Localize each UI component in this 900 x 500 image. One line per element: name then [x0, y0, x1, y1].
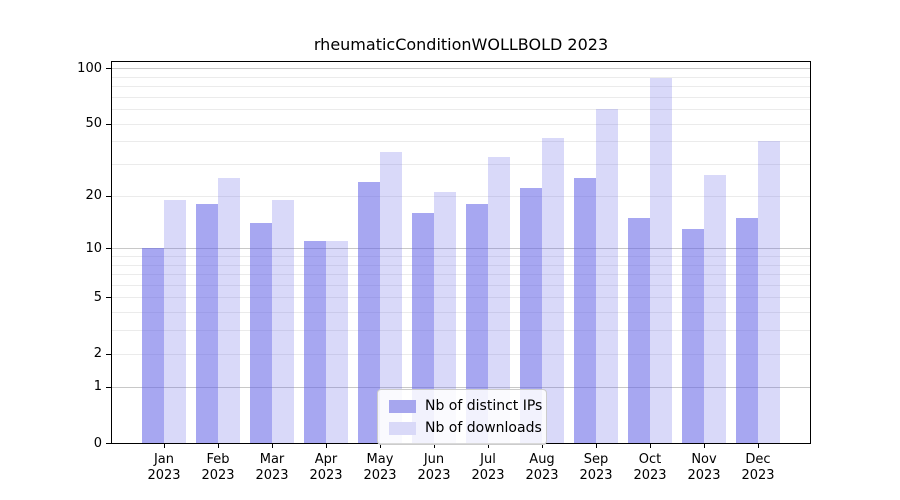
- minor-gridline: [112, 264, 810, 266]
- y-tick-mark: [106, 68, 111, 70]
- major-gridline: [112, 68, 810, 70]
- bar-distinct-ips-jan: [142, 248, 164, 443]
- bar-downloads-may: [380, 151, 402, 443]
- minor-gridline: [112, 330, 810, 332]
- x-tick-label: Oct 2023: [633, 452, 667, 483]
- bar-downloads-jan: [164, 199, 186, 443]
- bar-distinct-ips-may: [358, 181, 380, 443]
- y-tick-mark: [106, 353, 111, 355]
- y-tick-label: 2: [93, 346, 102, 362]
- minor-gridline: [112, 86, 810, 88]
- bar-distinct-ips-jun: [412, 212, 434, 443]
- bar-downloads-feb: [218, 178, 240, 443]
- y-tick-label: 0: [93, 435, 102, 451]
- minor-gridline: [112, 141, 810, 143]
- bar-distinct-ips-sep: [574, 178, 596, 443]
- x-tick-label: Mar 2023: [255, 452, 289, 483]
- legend: Nb of distinct IPs Nb of downloads: [377, 389, 547, 445]
- bar-distinct-ips-aug: [520, 188, 542, 443]
- legend-item-downloads: Nb of downloads: [378, 417, 546, 439]
- x-tick-mark: [434, 444, 435, 448]
- bar-distinct-ips-jul: [466, 203, 488, 443]
- y-tick-label: 1: [93, 379, 102, 395]
- minor-gridline: [112, 96, 810, 98]
- bar-distinct-ips-feb: [196, 203, 218, 443]
- x-tick-mark: [164, 444, 165, 448]
- y-tick-label: 100: [77, 60, 102, 76]
- x-tick-label: May 2023: [363, 452, 397, 483]
- y-tick-mark: [106, 195, 111, 197]
- minor-gridline: [112, 123, 810, 125]
- x-tick-label: Nov 2023: [687, 452, 721, 483]
- bar-distinct-ips-mar: [250, 223, 272, 443]
- minor-gridline: [112, 274, 810, 276]
- y-tick-label: 10: [85, 240, 102, 256]
- x-tick-label: Jun 2023: [417, 452, 451, 483]
- x-tick-mark: [380, 444, 381, 448]
- bar-downloads-aug: [542, 137, 564, 443]
- y-tick-label: 50: [85, 116, 102, 132]
- minor-gridline: [112, 353, 810, 355]
- bar-downloads-apr: [326, 241, 348, 443]
- legend-swatch-downloads: [389, 421, 416, 435]
- x-tick-label: Jul 2023: [471, 452, 505, 483]
- x-tick-label: Jan 2023: [147, 452, 181, 483]
- bar-downloads-jul: [488, 156, 510, 443]
- x-tick-label: Feb 2023: [201, 452, 235, 483]
- y-tick-mark: [106, 443, 111, 444]
- x-tick-label: Apr 2023: [309, 452, 343, 483]
- minor-gridline: [112, 312, 810, 314]
- x-tick-mark: [650, 444, 651, 448]
- y-tick-mark: [106, 386, 111, 388]
- bar-distinct-ips-apr: [304, 241, 326, 443]
- y-tick-label: 20: [85, 188, 102, 204]
- x-tick-mark: [218, 444, 219, 448]
- minor-gridline: [112, 195, 810, 197]
- x-tick-mark: [758, 444, 759, 448]
- x-tick-label: Aug 2023: [525, 452, 559, 483]
- minor-gridline: [112, 255, 810, 257]
- minor-gridline: [112, 164, 810, 166]
- x-tick-label: Sep 2023: [579, 452, 613, 483]
- y-tick-mark: [106, 248, 111, 250]
- x-tick-mark: [272, 444, 273, 448]
- bar-distinct-ips-oct: [628, 217, 650, 443]
- bar-downloads-nov: [704, 175, 726, 443]
- legend-swatch-distinct-ips: [389, 399, 416, 413]
- y-tick-mark: [106, 123, 111, 125]
- y-tick-mark: [106, 297, 111, 299]
- x-tick-mark: [704, 444, 705, 448]
- minor-gridline: [112, 76, 810, 78]
- x-tick-mark: [488, 444, 489, 448]
- bar-downloads-mar: [272, 199, 294, 443]
- bar-distinct-ips-dec: [736, 217, 758, 443]
- chart-title: rheumaticConditionWOLLBOLD 2023: [313, 35, 609, 54]
- x-tick-label: Dec 2023: [741, 452, 775, 483]
- major-gridline: [112, 386, 810, 388]
- minor-gridline: [112, 297, 810, 299]
- x-tick-mark: [326, 444, 327, 448]
- x-tick-mark: [596, 444, 597, 448]
- x-tick-mark: [542, 444, 543, 448]
- minor-gridline: [112, 109, 810, 111]
- y-tick-label: 5: [93, 289, 102, 305]
- plot-area: [111, 61, 811, 444]
- bar-downloads-sep: [596, 109, 618, 443]
- legend-item-distinct-ips: Nb of distinct IPs: [378, 395, 546, 417]
- legend-label-downloads: Nb of downloads: [425, 420, 542, 436]
- major-gridline: [112, 248, 810, 250]
- bar-downloads-dec: [758, 141, 780, 443]
- bar-downloads-jun: [434, 191, 456, 443]
- minor-gridline: [112, 284, 810, 286]
- bar-downloads-oct: [650, 77, 672, 443]
- legend-label-distinct-ips: Nb of distinct IPs: [425, 398, 543, 414]
- bar-distinct-ips-nov: [682, 228, 704, 443]
